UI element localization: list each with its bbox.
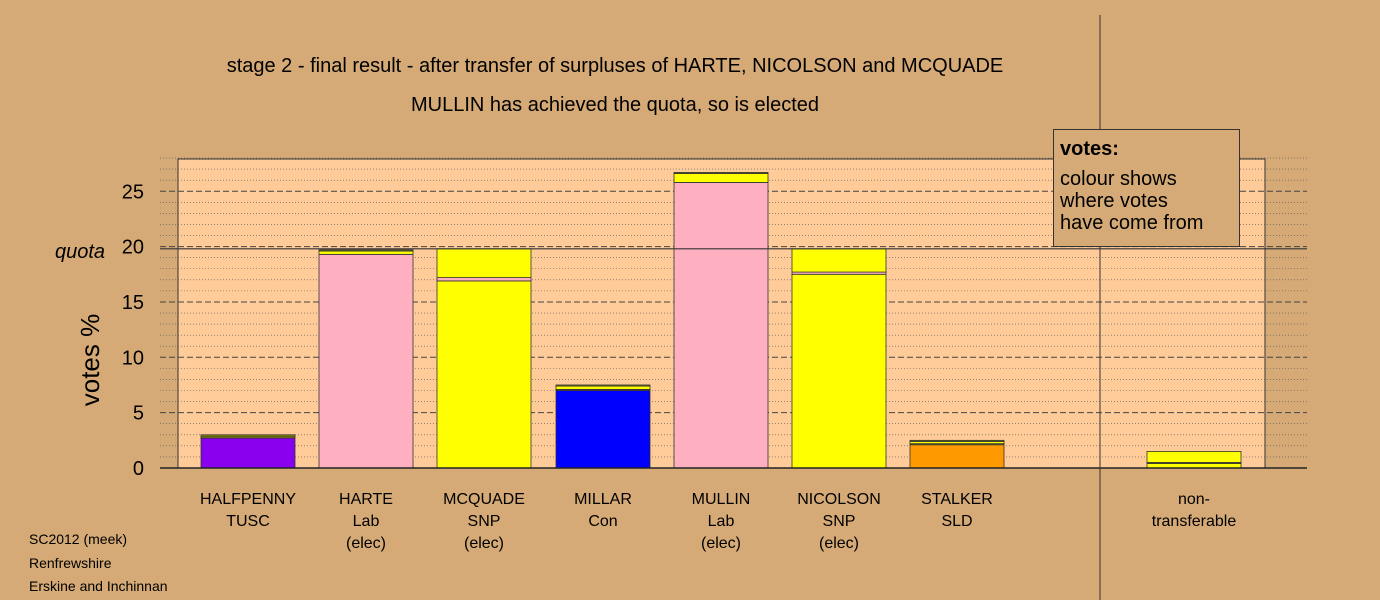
region-label: Renfrewshire [29, 555, 112, 571]
quota-label: quota [55, 241, 105, 263]
legend-line: have come from [1060, 212, 1204, 234]
bar-segment [200, 434, 296, 438]
x-tick-label: MCQUADE SNP (elec) [414, 489, 554, 555]
bar-segment [909, 439, 1005, 442]
x-tick-label-line: Con [588, 513, 618, 530]
legend-line: colour shows [1060, 168, 1177, 190]
y-tick-label: 25 [122, 181, 144, 203]
chart-title: stage 2 - final result - after transfer … [226, 55, 1004, 77]
legend-line: where votes [1060, 190, 1168, 212]
x-tick-label: STALKER SLD [887, 489, 1027, 533]
y-tick-label: 0 [133, 458, 144, 480]
bar-segment [673, 181, 769, 469]
x-tick-label-line: TUSC [226, 513, 270, 530]
bar-segment [791, 273, 887, 469]
bar-segment [318, 249, 414, 252]
x-tick-label: HARTE Lab (elec) [296, 489, 436, 555]
x-tick-label-line: (elec) [818, 535, 859, 552]
x-tick-label-line: (elec) [345, 535, 386, 552]
x-tick-label-line: (elec) [463, 535, 504, 552]
bar-segment [673, 173, 769, 183]
chart-subtitle: MULLIN has achieved the quota, so is ele… [410, 94, 820, 116]
bar-segment [436, 277, 532, 282]
x-tick-label-line: NICOLSON [797, 491, 881, 508]
bar-segment [318, 250, 414, 255]
x-tick-label-line: transferable [1151, 513, 1237, 530]
x-tick-label: MULLIN Lab (elec) [651, 489, 791, 555]
ward-label: Erskine and Inchinnan [29, 578, 168, 594]
y-tick-label: 5 [133, 403, 144, 425]
bar-segment [200, 437, 296, 469]
x-tick-label-line: STALKER [921, 491, 993, 508]
x-tick-label-line: MCQUADE [443, 491, 525, 508]
y-tick-label: 15 [122, 292, 144, 314]
x-tick-label-line: HALFPENNY [199, 491, 297, 508]
bar-segment [555, 385, 651, 390]
legend-box: votes: colour shows where votes have com… [1053, 129, 1240, 247]
bar-segment [436, 280, 532, 469]
x-tick-label-line: SNP [467, 513, 501, 530]
x-tick-label-line: MILLAR [574, 491, 632, 508]
x-tick-label-line: SNP [822, 513, 856, 530]
x-tick-label: HALFPENNY TUSC [178, 489, 318, 533]
x-tick-label-line: Lab [707, 513, 735, 530]
bar-segment [673, 172, 769, 174]
bar-segment [555, 384, 651, 387]
y-axis-label: votes % [75, 314, 105, 407]
x-tick-label: NICOLSON SNP (elec) [769, 489, 909, 555]
bar-segment [1146, 450, 1242, 463]
x-tick-label-line: SLD [941, 513, 973, 530]
source-label: SC2012 (meek) [29, 531, 128, 547]
x-tick-label: MILLAR Con [533, 489, 673, 533]
x-tick-label-line: MULLIN [691, 491, 751, 508]
x-tick-label-line: Lab [352, 513, 380, 530]
bar-segment [318, 253, 414, 469]
x-tick-label-line: (elec) [700, 535, 741, 552]
x-tick-label-line: HARTE [339, 491, 393, 508]
y-tick-label: 10 [122, 347, 144, 369]
legend-heading: votes: [1060, 138, 1119, 160]
y-tick-label: 20 [122, 237, 144, 259]
bar-segment [791, 248, 887, 273]
bar-segment [909, 444, 1005, 469]
x-tick-label-line: non- [1177, 491, 1211, 508]
bar-segment [436, 248, 532, 278]
bar-segment [555, 390, 651, 469]
x-tick-label: non-transferable [1124, 489, 1264, 533]
